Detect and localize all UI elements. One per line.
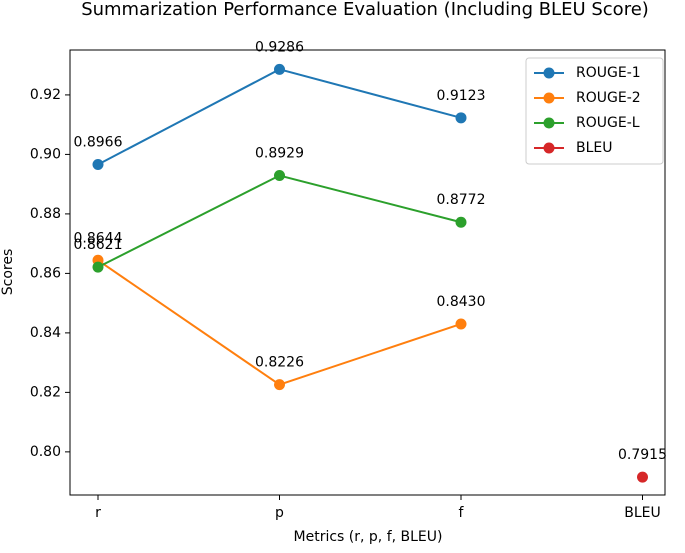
data-label: 0.8430 (437, 294, 486, 310)
y-tick-label: 0.82 (30, 384, 61, 400)
y-axis-label: Scores (0, 249, 16, 296)
legend-marker (543, 142, 555, 154)
x-tick-label: r (95, 505, 101, 521)
point (274, 63, 285, 75)
data-label: 0.9286 (255, 39, 304, 55)
data-label: 0.8644 (74, 230, 123, 246)
data-label: 0.8966 (74, 135, 123, 151)
point (637, 471, 648, 483)
x-tick-label: f (459, 505, 465, 521)
point (455, 318, 467, 330)
point (274, 170, 285, 182)
point (92, 261, 104, 273)
data-label: 0.8226 (255, 355, 304, 371)
x-axis-label: Metrics (r, p, f, BLEU) (294, 529, 443, 545)
x-tick-label: p (275, 505, 284, 521)
data-label: 0.8621 (74, 237, 123, 253)
series-line (97, 174, 462, 269)
legend-marker (543, 92, 555, 104)
legend-marker (543, 67, 555, 79)
y-tick-label: 0.92 (30, 87, 61, 103)
chart-title: Summarization Performance Evaluation (In… (81, 0, 649, 20)
legend-box (525, 57, 664, 165)
legend-marker (543, 117, 555, 129)
y-tick-label: 0.90 (30, 146, 61, 162)
y-tick-label: 0.88 (30, 206, 61, 222)
y-tick-label: 0.84 (30, 325, 61, 341)
legend-label: BLEU (576, 140, 613, 156)
point (274, 379, 285, 391)
y-tick-label: 0.80 (30, 444, 61, 460)
point (455, 216, 467, 228)
data-label: 0.7915 (618, 447, 667, 463)
data-label: 0.8929 (255, 146, 304, 162)
legend-label: ROUGE-2 (576, 90, 641, 106)
legend-label: ROUGE-L (576, 115, 640, 131)
y-tick-label: 0.86 (30, 265, 61, 281)
legend-label: ROUGE-1 (576, 65, 641, 81)
data-label: 0.9123 (437, 88, 486, 104)
point (92, 159, 104, 171)
x-tick-label: BLEU (624, 505, 661, 521)
plot-frame (69, 49, 666, 496)
point (455, 112, 467, 124)
data-label: 0.8772 (437, 192, 486, 208)
